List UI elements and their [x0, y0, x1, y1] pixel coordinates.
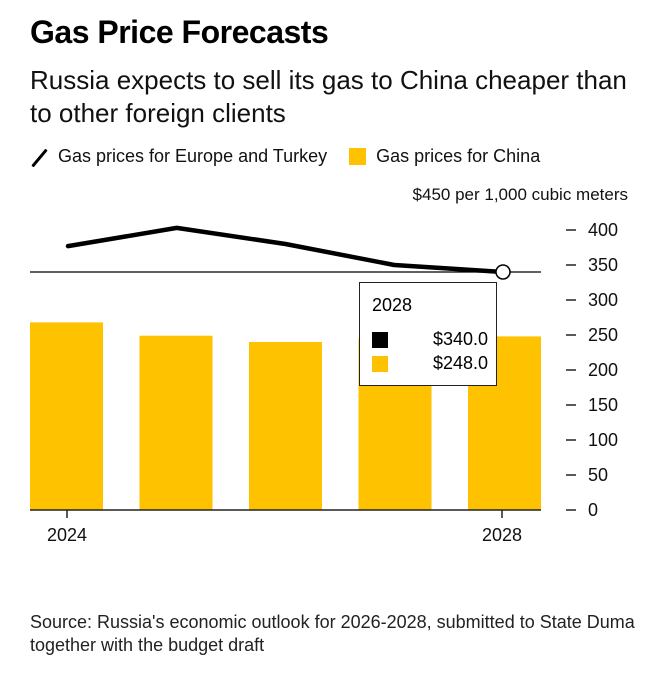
chart-subtitle: Russia expects to sell its gas to China … [30, 65, 627, 128]
highlight-marker [495, 264, 511, 280]
tooltip-row-europe: $340.0 [372, 329, 488, 350]
chart-title: Gas Price Forecasts [30, 14, 329, 50]
legend-label: Gas prices for Europe and Turkey [58, 146, 328, 166]
y-tick-label: 150 [588, 395, 618, 415]
y-tick-label: 200 [588, 360, 618, 380]
y-tick-label: 0 [588, 500, 598, 520]
tooltip-row-china: $248.0 [372, 353, 488, 374]
unit-label: $450 per 1,000 cubic meters [412, 185, 628, 204]
y-tick-label: 50 [588, 465, 608, 485]
legend-label: Gas prices for China [376, 146, 541, 166]
x-tick-label: 2024 [47, 525, 87, 545]
bar-2024[interactable] [30, 322, 103, 510]
legend-item-europe-turkey[interactable]: Gas prices for Europe and Turkey [30, 146, 327, 167]
bar-2025[interactable] [139, 335, 213, 510]
legend-item-china[interactable]: Gas prices for China [349, 146, 540, 167]
x-tick-label: 2028 [482, 525, 522, 545]
tooltip-swatch-icon [372, 355, 388, 372]
tooltip-value: $340.0 [432, 329, 488, 349]
tooltip-swatch-icon [372, 331, 388, 348]
y-tick-label: 300 [588, 290, 618, 310]
bar-2026[interactable] [249, 342, 322, 510]
line-europe-turkey [65, 225, 506, 275]
legend: Gas prices for Europe and Turkey Gas pri… [30, 146, 562, 167]
tooltip-year: 2028 [372, 295, 413, 315]
y-tick-label: 400 [588, 220, 618, 240]
tooltip: 2028 $340.0 $248.0 [359, 282, 497, 386]
tooltip-value: $248.0 [432, 353, 488, 373]
box-swatch-icon [349, 148, 367, 165]
source-note: Source: Russia's economic outlook for 20… [30, 612, 635, 655]
y-tick-label: 250 [588, 325, 618, 345]
y-tick-label: 350 [588, 255, 618, 275]
y-tick-label: 100 [588, 430, 618, 450]
